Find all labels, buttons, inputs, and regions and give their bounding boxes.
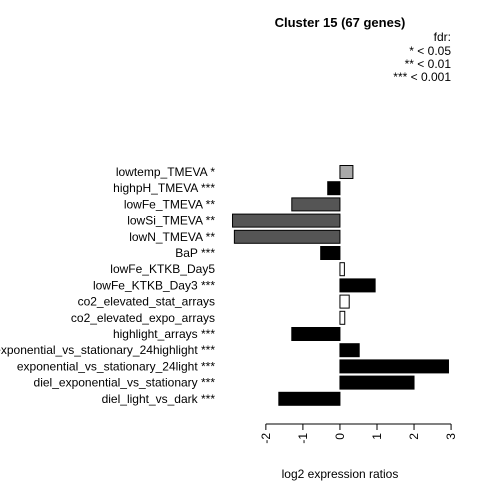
y-tick-label: lowSi_TMEVA ** <box>127 214 215 228</box>
x-tick-label: 3 <box>444 433 458 440</box>
x-tick-label: 2 <box>407 433 421 440</box>
legend-item: * < 0.05 <box>409 44 451 58</box>
y-tick-label: lowFe_TMEVA ** <box>124 197 215 211</box>
y-tick-label: diel_exponential_vs_stationary *** <box>34 376 216 390</box>
y-tick-label: lowFe_KTKB_Day5 <box>110 262 215 276</box>
x-tick-label: 1 <box>370 433 384 440</box>
legend-item: *** < 0.001 <box>393 70 451 84</box>
x-tick-label: -1 <box>296 433 310 444</box>
bar <box>339 359 449 374</box>
bar <box>339 262 345 277</box>
y-tick-label: highlight_arrays *** <box>113 327 215 341</box>
x-tick-label: 0 <box>333 433 347 440</box>
bar <box>233 229 341 244</box>
bar <box>320 246 341 260</box>
y-tick-label: lowFe_KTKB_Day3 *** <box>93 278 215 292</box>
y-tick-label: BaP *** <box>175 246 215 260</box>
y-tick-label: co2_elevated_stat_arrays <box>78 295 215 309</box>
bar <box>339 278 376 293</box>
x-tick-label: -2 <box>259 433 273 444</box>
y-tick-label: lowtemp_TMEVA * <box>116 165 215 179</box>
y-tick-label: exponential_vs_stationary_24highlight **… <box>0 343 215 357</box>
y-tick-label: highpH_TMEVA *** <box>113 181 215 195</box>
bar <box>291 327 341 341</box>
bar <box>327 181 341 196</box>
chart-title: Cluster 15 (67 genes) <box>275 15 406 30</box>
bar <box>339 310 346 325</box>
bar <box>339 165 354 179</box>
bar <box>291 197 341 212</box>
y-tick-label: exponential_vs_stationary_24light *** <box>17 359 215 373</box>
bar <box>278 391 341 406</box>
y-tick-label: co2_elevated_expo_arrays <box>71 311 215 325</box>
bar <box>339 343 360 358</box>
bar <box>339 294 350 309</box>
y-tick-label: diel_light_vs_dark *** <box>102 392 216 406</box>
legend-title: fdr: <box>434 30 451 44</box>
y-tick-label: lowN_TMEVA ** <box>129 230 215 244</box>
bar <box>339 375 415 390</box>
legend-item: ** < 0.01 <box>405 57 452 71</box>
bar <box>232 213 341 228</box>
x-axis-label: log2 expression ratios <box>282 467 399 481</box>
